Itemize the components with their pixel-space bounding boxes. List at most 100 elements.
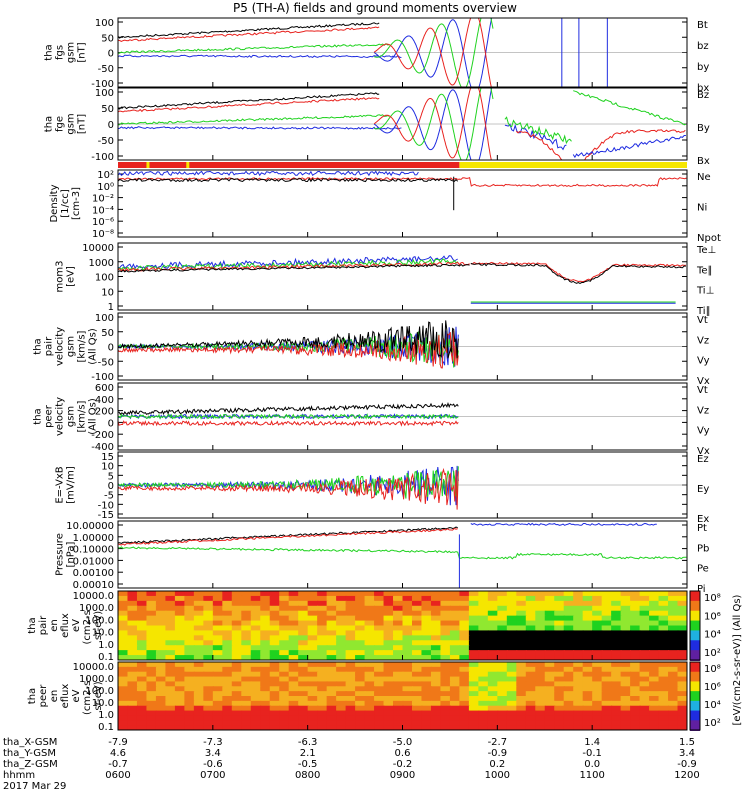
spec-cell [193,630,205,637]
spec-cell [411,671,423,678]
spec-cell [630,630,641,637]
spec-cell [364,662,376,668]
ylabel-spec_e: eflux [60,684,71,709]
spec-cell [241,591,252,597]
colorbar-segment [690,720,700,731]
spec-cell [118,630,129,637]
spec-cell [260,710,271,717]
spec-cell [516,720,527,727]
colorbar-segment [690,700,700,712]
spec-cell [535,650,546,657]
ylabel-density: Density [49,184,60,222]
ytick-label: 400 [95,395,114,406]
spec-cell [620,625,632,632]
spec-cell [326,705,338,712]
spec-cell [193,710,205,717]
spec-cell [364,655,376,660]
spec-cell [212,605,224,612]
spec-cell [582,595,594,602]
spec-cell [146,620,157,627]
spec-cell [203,691,214,697]
spec-cell [649,686,660,693]
spec-cell [620,710,632,717]
spec-cell [544,645,556,652]
plot-area-fge [118,88,687,160]
spec-cell [383,725,395,730]
spec-cell [222,620,233,627]
spec-cell [582,645,594,652]
oscillation [373,88,493,160]
spec-cell [298,650,309,657]
spec-cell [364,691,376,697]
spec-cell [440,710,451,717]
spec-cell [269,666,281,673]
spec-cell [478,640,489,647]
spec-cell [639,676,651,683]
ylabel-pressure: Pressure [55,533,66,576]
spec-cell [136,591,148,597]
spec-cell [411,655,423,660]
spec-cell [497,640,508,647]
spec-cell [525,650,537,657]
spec-cell [630,671,641,678]
spec-cell [668,615,679,622]
spec-cell [601,676,613,683]
spec-cell [411,662,423,668]
spec-cell [497,620,508,627]
spec-cell [402,715,413,722]
spec-cell [118,620,129,627]
spec-cell [364,705,376,712]
spec-cell [155,696,167,702]
spec-cell [184,662,195,668]
spec-cell [136,650,148,657]
spec-cell [411,691,423,697]
spec-cell [393,620,404,627]
spec-cell [440,666,451,673]
spec-cell [411,681,423,688]
legend-Bt: Bt [697,20,708,31]
spec-cell [184,676,195,683]
spec-cell [307,662,319,668]
spec-cell [525,671,537,678]
spec-cell [136,700,148,707]
spec-cell [269,600,281,607]
spec-cell [212,671,224,678]
ylabel-spec_e: sr-eV) [93,681,104,710]
spec-cell [298,635,309,642]
spec-cell [573,615,584,622]
spec-cell [127,591,138,597]
series-by [118,43,390,54]
spec-cell [611,700,622,707]
spec-cell [668,691,679,697]
ytick-label: 0 [108,49,114,60]
spec-cell [421,595,432,602]
spec-cell [601,595,613,602]
series-Vy [118,466,459,500]
spec-cell [658,686,670,693]
spec-cell [440,655,451,660]
spec-cell [630,620,641,627]
spec-cell [411,666,423,673]
spec-cell [393,671,404,678]
colorbar-tick: 10² [704,648,721,659]
spec-cell [250,696,262,702]
spec-cell [174,655,186,660]
spec-cell [668,645,679,652]
spec-cell [630,705,641,712]
spec-cell [525,635,537,642]
spec-cell [127,715,138,722]
spec-cell [364,615,376,622]
spec-cell [601,620,613,627]
spec-cell [649,630,660,637]
spec-cell [288,710,300,717]
spec-cell [544,655,556,660]
spec-cell [269,725,281,730]
spec-cell [355,615,366,622]
spec-cell [658,700,670,707]
spec-cell [260,630,271,637]
spec-cell [402,640,413,647]
spec-cell [601,710,613,717]
spec-cell [402,655,413,660]
spec-cell [203,595,214,602]
ylabel-vpi: gsm [66,336,77,357]
